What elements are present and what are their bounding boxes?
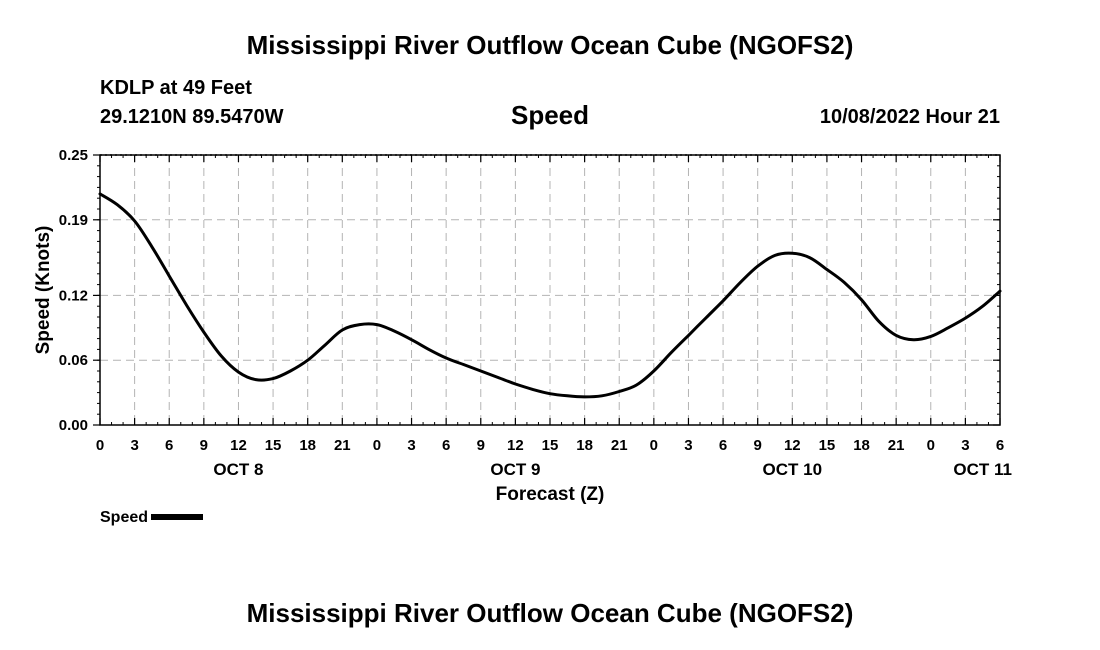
y-tick-label: 0.25 xyxy=(59,147,88,164)
y-axis-title: Speed (Knots) xyxy=(33,226,54,355)
speed-series-line xyxy=(98,192,1002,399)
legend: Speed xyxy=(100,509,204,527)
day-label: OCT 8 xyxy=(213,460,263,479)
x-axis-title: Forecast (Z) xyxy=(496,484,605,505)
y-tick-label: 0.00 xyxy=(59,417,88,434)
x-tick-label: 9 xyxy=(754,437,762,454)
x-tick-label: 0 xyxy=(927,437,935,454)
y-tick-label: 0.06 xyxy=(59,352,88,369)
legend-label: Speed xyxy=(100,509,149,526)
x-tick-label: 21 xyxy=(888,437,905,454)
x-tick-label: 18 xyxy=(853,437,870,454)
x-tick-label: 6 xyxy=(442,437,450,454)
x-tick-label: 15 xyxy=(542,437,559,454)
x-tick-label: 12 xyxy=(784,437,801,454)
station-label: KDLP at 49 Feet xyxy=(100,77,252,99)
x-tick-label: 6 xyxy=(719,437,727,454)
x-tick-label: 15 xyxy=(819,437,836,454)
x-tick-label: 3 xyxy=(961,437,969,454)
forecast-datetime: 10/08/2022 Hour 21 xyxy=(819,106,1000,128)
chart-title: Mississippi River Outflow Ocean Cube (NG… xyxy=(246,30,854,60)
x-tick-label: 12 xyxy=(230,437,247,454)
grid xyxy=(100,154,1000,425)
legend-swatch xyxy=(151,513,204,520)
chart-subtitle: Speed xyxy=(510,100,590,130)
x-tick-label: 6 xyxy=(996,437,1004,454)
x-tick-label: 3 xyxy=(684,437,692,454)
station-coordinates: 29.1210N 89.5470W xyxy=(100,106,284,128)
x-tick-label: 12 xyxy=(507,437,524,454)
x-tick-label: 0 xyxy=(96,437,104,454)
y-tick-label: 0.19 xyxy=(59,212,88,229)
x-tick-label: 6 xyxy=(165,437,173,454)
x-tick-label: 0 xyxy=(650,437,658,454)
axis-labels: 0 3 6 9 12 15 18 21 0 3 6 9 12 15 18 21 0 3 6 9 12 15 18 21 0 3 6 0… xyxy=(59,147,1012,479)
x-tick-label: 21 xyxy=(611,437,628,454)
day-label: OCT 9 xyxy=(490,460,540,479)
y-tick-label: 0.12 xyxy=(59,287,88,304)
x-tick-label: 18 xyxy=(576,437,593,454)
footer-title: Mississippi River Outflow Ocean Cube (NG… xyxy=(246,598,854,628)
x-tick-label: 3 xyxy=(130,437,138,454)
x-tick-label: 3 xyxy=(407,437,415,454)
x-tick-label: 9 xyxy=(477,437,485,454)
x-tick-label: 18 xyxy=(299,437,316,454)
axis-ticks xyxy=(93,154,1001,426)
day-label: OCT 11 xyxy=(953,460,1012,479)
x-tick-label: 21 xyxy=(334,437,351,454)
x-tick-label: 9 xyxy=(200,437,208,454)
x-tick-label: 15 xyxy=(265,437,282,454)
x-tick-label: 0 xyxy=(373,437,381,454)
day-label: OCT 10 xyxy=(763,460,823,479)
